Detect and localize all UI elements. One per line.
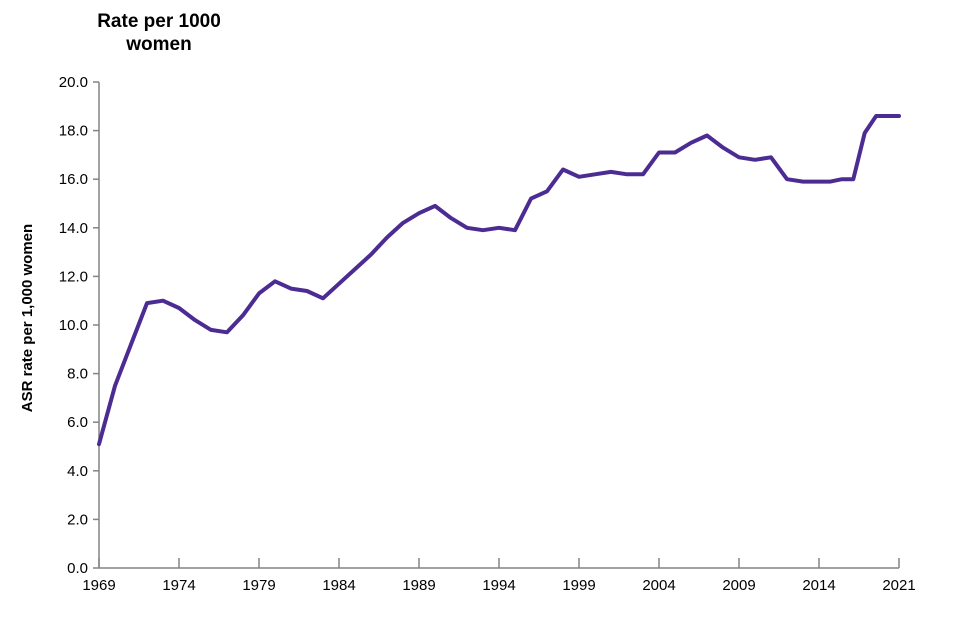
x-tick-label: 1989 [402, 577, 435, 594]
x-tick-label: 1999 [562, 577, 595, 594]
chart-title-line-2: women [126, 34, 192, 55]
y-tick-label: 20.0 [59, 74, 88, 91]
x-tick-label: 2009 [722, 577, 755, 594]
chart-title: Rate per 1000 women [59, 10, 259, 56]
y-tick-label: 2.0 [67, 511, 88, 528]
x-tick-label: 1994 [482, 577, 515, 594]
asr-rate-line [97, 114, 901, 447]
y-tick-label: 0.0 [67, 560, 88, 577]
y-tick-label: 14.0 [59, 220, 88, 237]
x-tick-label: 1974 [162, 577, 195, 594]
x-tick-label: 2021 [882, 577, 915, 594]
x-tick-label: 1984 [322, 577, 355, 594]
chart-title-line-1: Rate per 1000 [97, 11, 221, 32]
y-tick-label: 18.0 [59, 123, 88, 140]
y-tick-label: 10.0 [59, 317, 88, 334]
y-tick-label: 16.0 [59, 171, 88, 188]
y-tick-label: 12.0 [59, 268, 88, 285]
x-tick-label: 2014 [802, 577, 835, 594]
x-tick-label: 1969 [82, 577, 115, 594]
x-tick-label: 2004 [642, 577, 675, 594]
y-tick-label: 4.0 [67, 463, 88, 480]
y-tick-label: 8.0 [67, 366, 88, 383]
y-tick-label: 6.0 [67, 414, 88, 431]
x-tick-label: 1979 [242, 577, 275, 594]
